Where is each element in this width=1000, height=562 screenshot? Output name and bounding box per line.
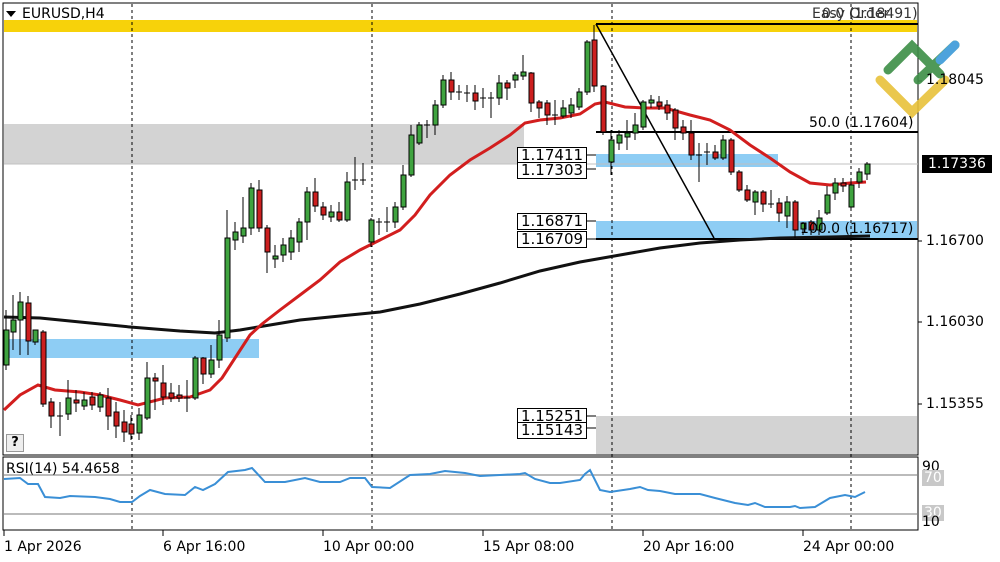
time-tick: 1 Apr 2026: [4, 539, 82, 555]
time-tick: 24 Apr 00:00: [803, 539, 895, 555]
level-label: 1.17411: [517, 147, 588, 164]
time-tick: 20 Apr 16:00: [643, 539, 735, 555]
slow-ma-line: [3, 234, 871, 335]
symbol-label: EURUSD,H4: [22, 6, 105, 22]
dropdown-triangle-icon[interactable]: [6, 11, 16, 17]
blue-zone-right: [596, 221, 917, 239]
yellow-zone: [4, 20, 917, 32]
time-tick: 15 Apr 08:00: [483, 539, 575, 555]
time-tick: 10 Apr 00:00: [323, 539, 415, 555]
level-label: 1.15251: [517, 408, 588, 425]
fib-50-label: 50.0 (1.17604): [809, 115, 914, 131]
current-price-label: 1.17336: [922, 155, 992, 173]
fast-ma-line: [2, 100, 867, 412]
price-tick: 1.16030: [926, 314, 984, 330]
fib-100-label: 100.0 (1.16717): [800, 221, 914, 237]
price-tick: 1.18045: [926, 72, 984, 88]
help-button[interactable]: ?: [6, 434, 24, 452]
price-tick: 1.16700: [926, 233, 984, 249]
rsi-level-30: 30: [922, 505, 944, 521]
symbol-selector[interactable]: EURUSD,H4: [6, 6, 105, 22]
rsi-level-10: 10: [922, 514, 940, 530]
level-label: 1.16871: [517, 213, 588, 230]
brand-logo-icon: [875, 39, 960, 119]
grey-zone-lower: [596, 416, 917, 454]
fib-top-label: 0.0 (1.18491): [822, 6, 918, 22]
rsi-title: RSI(14) 54.4658: [6, 461, 120, 477]
level-label: 1.15143: [517, 422, 588, 439]
time-tick: 6 Apr 16:00: [163, 539, 246, 555]
level-label: 1.17303: [517, 162, 588, 179]
grey-zone-upper: [4, 124, 524, 164]
easy-order-label[interactable]: Easy Order: [812, 6, 890, 22]
rsi-level-70: 70: [922, 470, 944, 486]
candles: [3, 25, 871, 442]
blue-zone-mid: [596, 154, 778, 167]
level-label: 1.16709: [517, 231, 588, 248]
price-tick: 1.15355: [926, 396, 984, 412]
rsi-line: [3, 466, 866, 510]
